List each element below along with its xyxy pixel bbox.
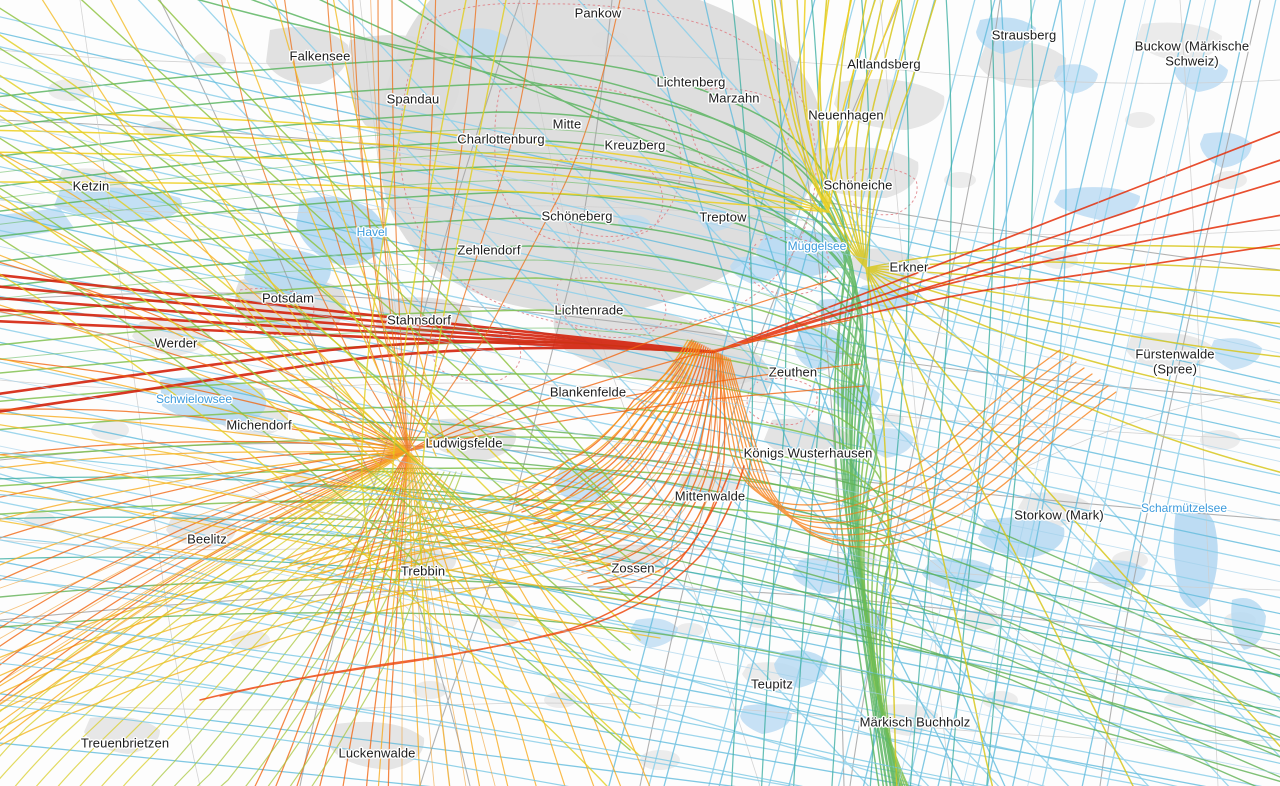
track-group-south-fan-yellow <box>0 469 417 786</box>
track-group-approach-corridor-red2 <box>713 130 1280 353</box>
track-group-density-green <box>0 127 904 786</box>
track-group-density-orange <box>348 0 721 589</box>
track-group-ber-departure-east <box>715 349 1117 548</box>
track-group-density-amber <box>0 450 496 786</box>
track-group-amber-longrange <box>0 0 661 639</box>
track-group-yellow-erkner <box>752 0 1280 786</box>
track-group-sw-blue <box>0 452 1280 786</box>
track-group-red-outlier <box>199 465 745 701</box>
track-group-west-yellow <box>0 0 641 786</box>
track-group-approach-corridor-red <box>0 273 716 413</box>
track-group-ludwigsfelde-feeders <box>221 0 621 452</box>
track-group-south-fan-green <box>151 471 463 786</box>
